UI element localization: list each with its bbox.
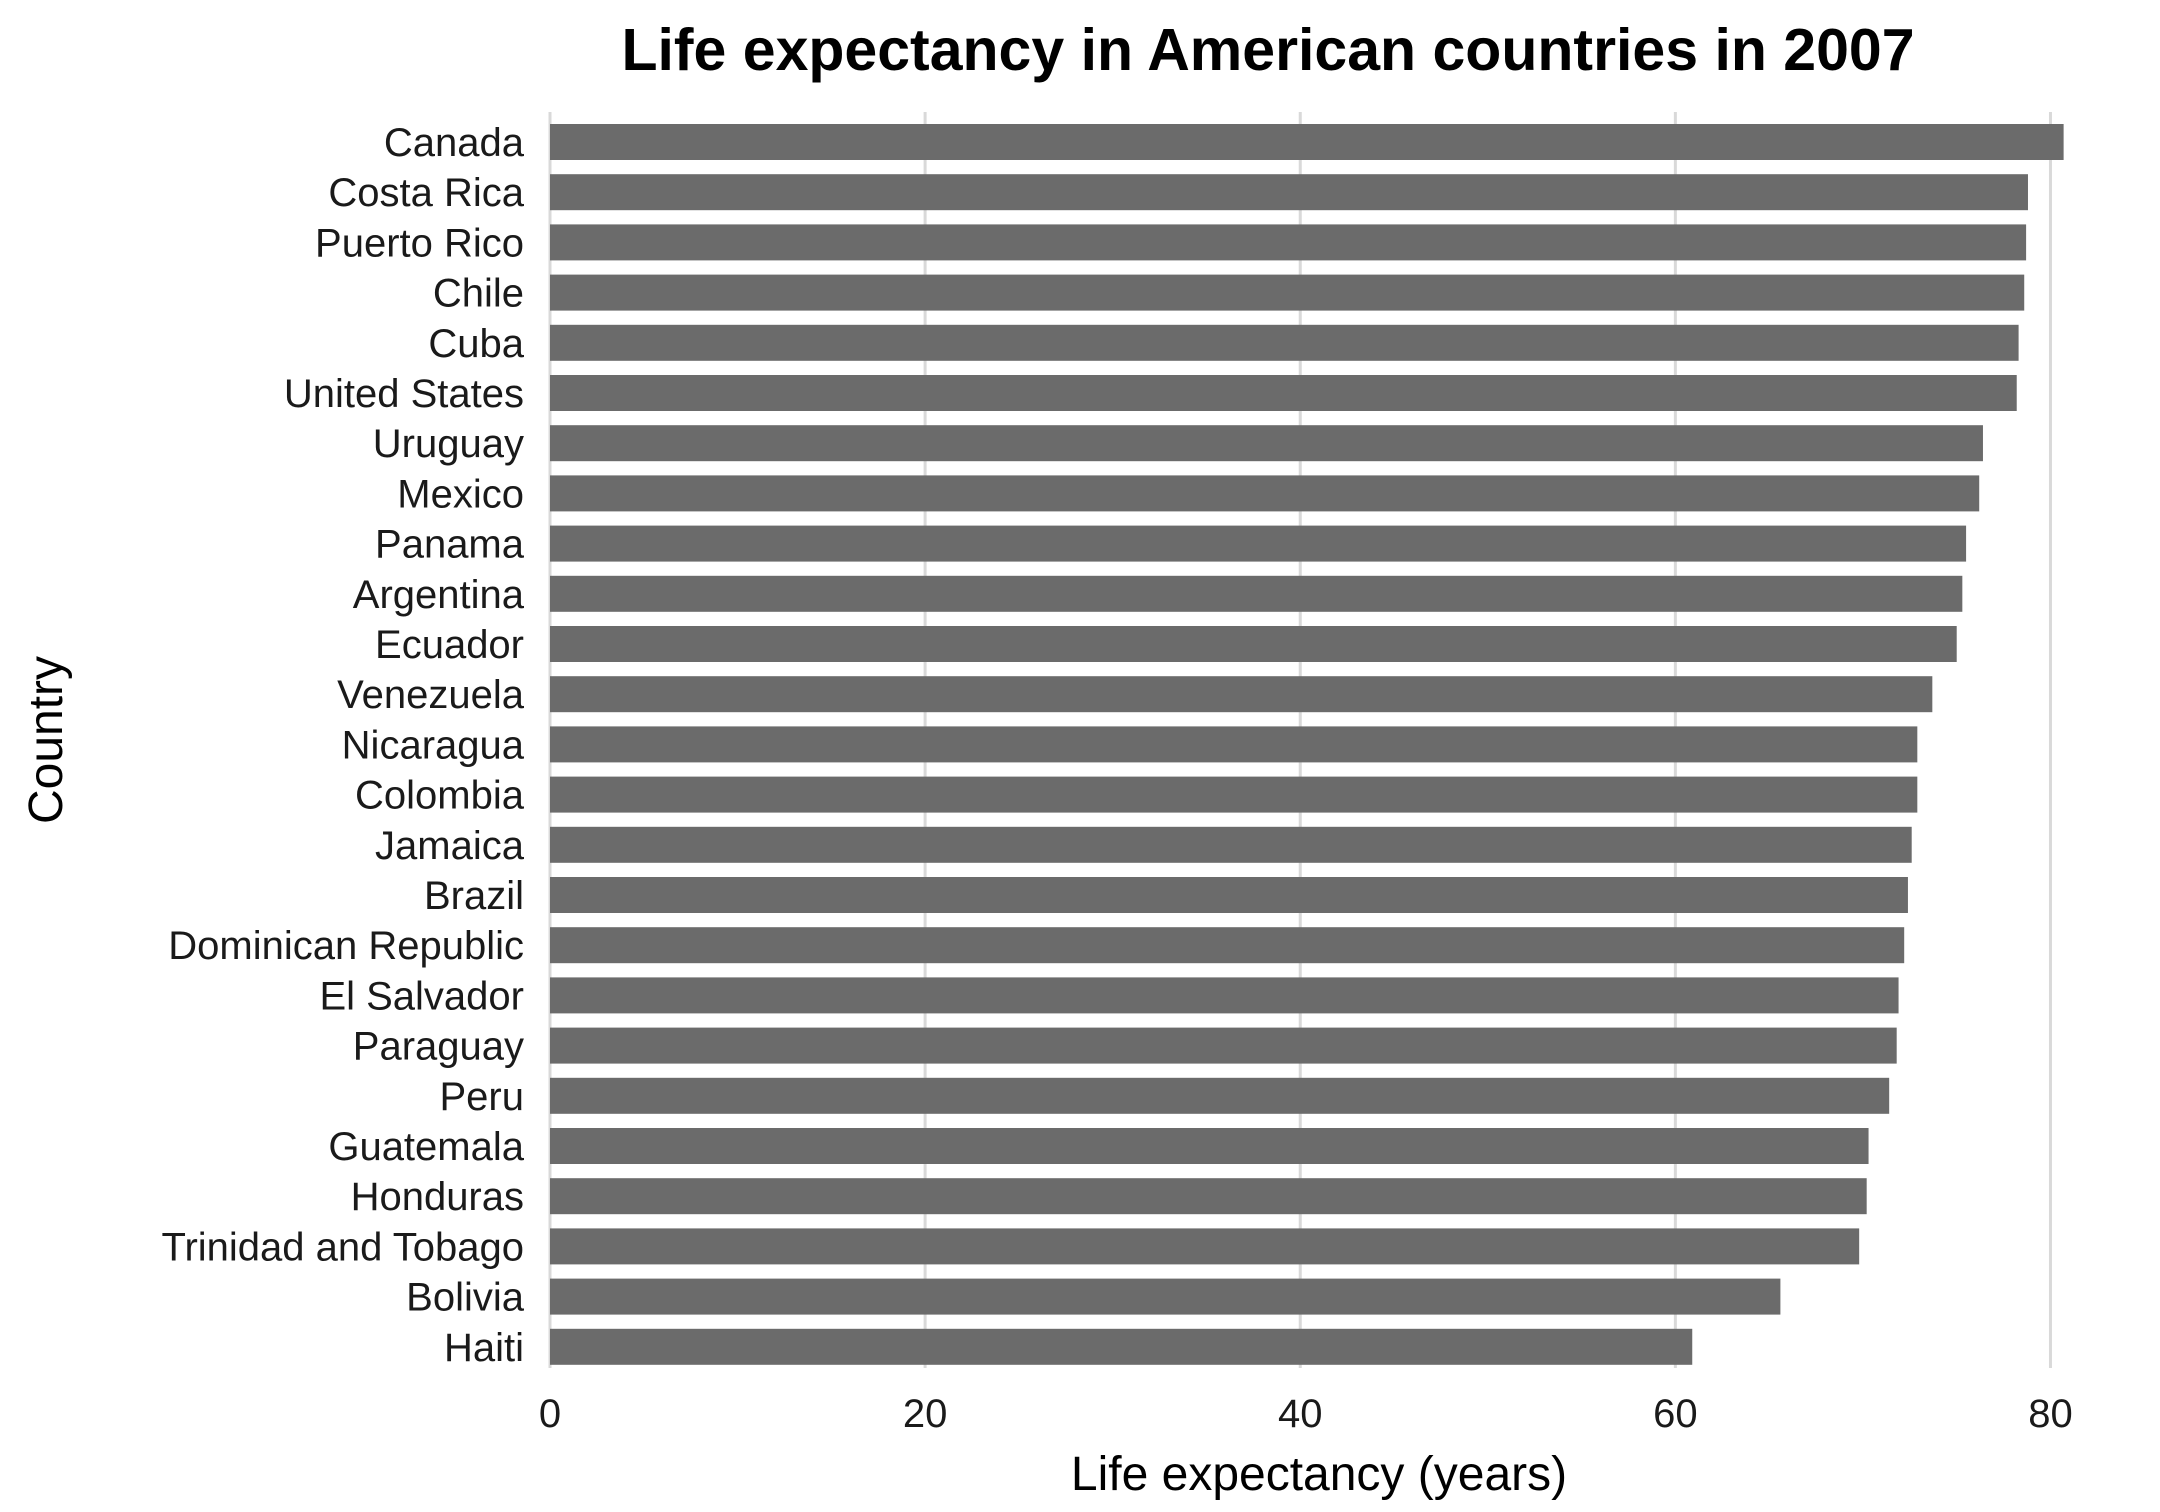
y-tick-label: El Salvador: [319, 974, 524, 1018]
y-tick-label: Dominican Republic: [168, 924, 524, 968]
y-tick-label: Brazil: [424, 874, 524, 918]
bar-canada: [550, 124, 2064, 160]
bar-puerto-rico: [550, 224, 2027, 261]
y-tick-label: Guatemala: [328, 1125, 524, 1169]
x-axis-ticks: 0 20 40 60 80: [539, 1392, 2073, 1436]
bar-nicaragua: [550, 726, 1918, 763]
x-tick-label: 0: [539, 1392, 561, 1436]
y-tick-label: Cuba: [428, 322, 524, 366]
bar-costa-rica: [550, 174, 2028, 211]
bar-united-states: [550, 375, 2017, 411]
y-tick-label: Canada: [384, 121, 525, 165]
bar-argentina: [550, 575, 1963, 612]
bar-trinidad-and-tobago: [550, 1228, 1860, 1265]
y-tick-label: Jamaica: [375, 824, 525, 868]
y-tick-label: Costa Rica: [328, 171, 524, 215]
y-tick-label: Nicaragua: [342, 723, 525, 767]
y-tick-label: Honduras: [351, 1175, 524, 1219]
x-tick-label: 20: [903, 1392, 948, 1436]
bar-cuba: [550, 324, 2019, 361]
y-axis-title: Country: [20, 656, 73, 824]
bar-paraguay: [550, 1027, 1897, 1064]
y-tick-label: Ecuador: [375, 623, 524, 667]
chart-title: Life expectancy in American countries in…: [621, 17, 1914, 83]
bars: [550, 124, 2064, 1365]
y-tick-label: Argentina: [353, 573, 525, 617]
y-tick-label: Uruguay: [373, 422, 524, 466]
y-tick-label: Puerto Rico: [315, 221, 524, 265]
y-axis-ticks: Canada Costa Rica Puerto Rico Chile Cuba Unit…: [162, 121, 525, 1370]
y-tick-label: Trinidad and Tobago: [162, 1225, 525, 1269]
bar-brazil: [550, 877, 1908, 913]
bar-guatemala: [550, 1128, 1869, 1164]
bar-colombia: [550, 776, 1918, 813]
y-tick-label: Chile: [433, 272, 524, 316]
bar-dominican-republic: [550, 927, 1905, 964]
bar-haiti: [550, 1328, 1693, 1365]
x-tick-label: 40: [1278, 1392, 1323, 1436]
bar-chile: [550, 274, 2025, 311]
bar-panama: [550, 525, 1967, 562]
bar-jamaica: [550, 826, 1912, 863]
y-tick-label: Peru: [440, 1075, 525, 1119]
y-tick-label: Colombia: [355, 774, 525, 818]
x-tick-label: 60: [1653, 1392, 1698, 1436]
y-tick-label: Venezuela: [337, 673, 525, 717]
x-tick-label: 80: [2028, 1392, 2073, 1436]
y-tick-label: Mexico: [397, 472, 524, 516]
y-tick-label: United States: [284, 372, 524, 416]
y-tick-label: Panama: [375, 523, 525, 567]
y-tick-label: Bolivia: [406, 1276, 525, 1320]
bar-honduras: [550, 1178, 1867, 1215]
bar-uruguay: [550, 425, 1983, 462]
y-tick-label: Haiti: [444, 1326, 524, 1370]
bar-bolivia: [550, 1278, 1781, 1315]
y-tick-label: Paraguay: [353, 1025, 524, 1069]
x-axis-title: Life expectancy (years): [1071, 1448, 1567, 1501]
bar-el-salvador: [550, 977, 1899, 1014]
bar-venezuela: [550, 676, 1933, 713]
bar-mexico: [550, 475, 1980, 512]
bar-ecuador: [550, 626, 1957, 662]
bar-peru: [550, 1077, 1890, 1114]
